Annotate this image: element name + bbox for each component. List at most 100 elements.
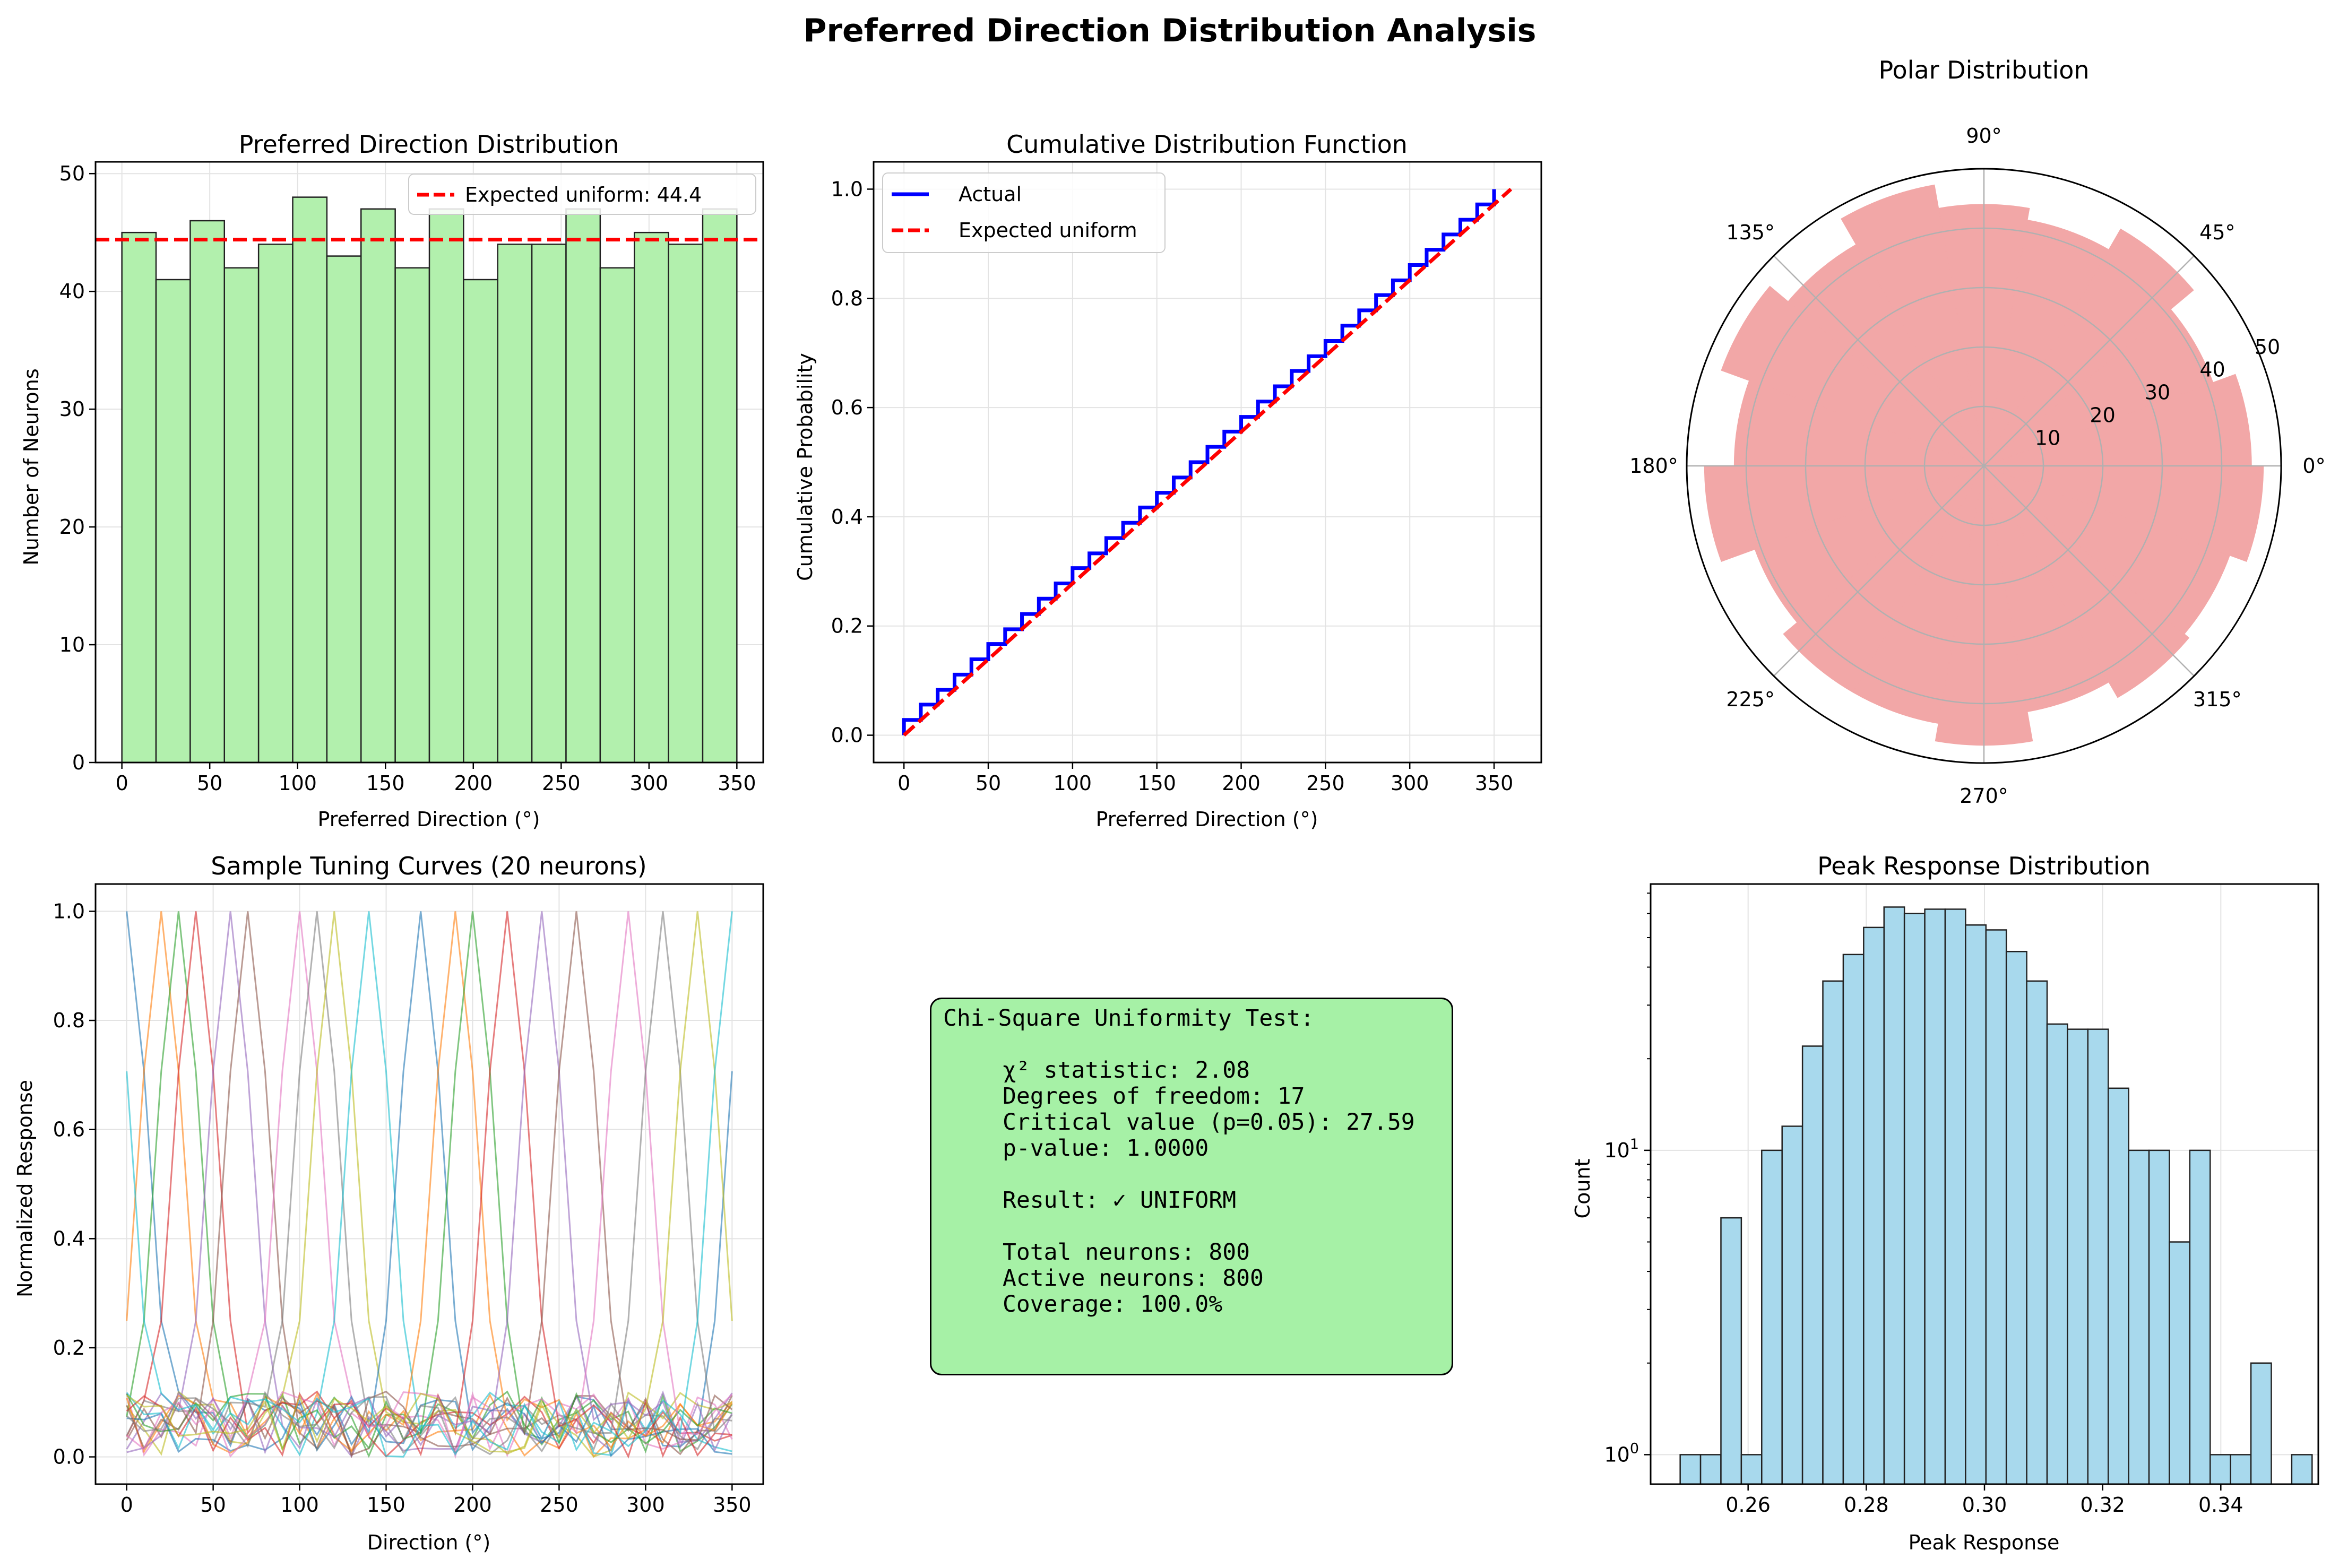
polar-angle-label: 225° (1726, 688, 1775, 711)
histogram-bar (702, 208, 738, 764)
polar-angle-label: 270° (1960, 784, 2008, 808)
polar-r-label: 50 (2255, 335, 2280, 359)
polar-bar (1733, 380, 1984, 466)
tuning-curve (126, 911, 732, 1457)
polar-angle-label: 45° (2199, 221, 2235, 244)
polar-bar (1983, 308, 2214, 466)
cdf-ytick-label: 1.0 (831, 177, 863, 201)
histogram-xtick-label: 100 (278, 772, 317, 795)
peak-bar (1883, 906, 1905, 1485)
peak-bar (2026, 980, 2048, 1485)
peak-xtick-label: 0.26 (1725, 1493, 1771, 1517)
peak-bar (2250, 1362, 2272, 1485)
histogram-legend: Expected uniform: 44.4 (408, 174, 756, 215)
histogram-axes (94, 161, 764, 764)
tuning-title: Sample Tuning Curves (20 neurons) (211, 852, 646, 880)
polar-spoke (1773, 255, 1984, 466)
peak-xlabel: Peak Response (1909, 1531, 2060, 1554)
polar-bar (1754, 465, 1984, 623)
peak-bar (2169, 1241, 2191, 1485)
peak-bar (2107, 1087, 2129, 1485)
cdf-legend: Actual Expected uniform (882, 172, 1166, 253)
peak-title: Peak Response Distribution (1817, 852, 2151, 880)
histogram-ytick-label: 50 (59, 162, 85, 185)
peak-bar (1924, 908, 1946, 1485)
histogram-bar (292, 196, 328, 764)
polar-bar (1841, 184, 1984, 466)
cdf-axes (873, 161, 1542, 764)
histogram-xtick-label: 250 (542, 772, 581, 795)
peak-bar (2230, 1454, 2252, 1485)
histogram-ytick-label: 40 (59, 280, 85, 303)
tuning-ylabel: Normalized Response (13, 1080, 37, 1297)
histogram-bar (257, 244, 294, 764)
cdf-xtick-label: 350 (1475, 772, 1514, 795)
cdf-actual-line (902, 189, 1496, 735)
legend-label: Expected uniform: 44.4 (465, 183, 702, 206)
peak-ytick-label: 101 (1604, 1136, 1639, 1162)
polar-angle-label: 135° (1726, 221, 1775, 244)
histogram-xtick-label: 350 (718, 772, 756, 795)
peak-xtick-label: 0.34 (2198, 1493, 2243, 1517)
stats-critical: Critical value (p=0.05): 27.59 (1003, 1109, 1415, 1136)
polar-bar (1983, 465, 2110, 713)
polar-bar (1704, 465, 1984, 562)
polar-panel: Polar Distribution 10 20 30 40 50 0° 45° 90° 135… (1629, 56, 2325, 808)
tuning-xtick-label: 150 (367, 1493, 405, 1517)
cdf-xtick-label: 150 (1137, 772, 1176, 795)
cdf-xtick-label: 0 (897, 772, 910, 795)
histogram-xlabel: Preferred Direction (°) (318, 808, 540, 831)
tuning-curve (126, 911, 732, 1451)
stats-pvalue: p-value: 1.0000 (1003, 1135, 1209, 1162)
peak-bar (2128, 1149, 2150, 1485)
tuning-curve (126, 911, 733, 1455)
legend-box (408, 174, 756, 215)
polar-bar (1983, 465, 2231, 635)
stats-dof: Degrees of freedom: 17 (1003, 1083, 1305, 1110)
histogram-ytick-label: 0 (72, 751, 85, 774)
polar-bar (1983, 219, 2110, 466)
tuning-curve (126, 911, 733, 1458)
histogram-xtick-label: 150 (366, 772, 405, 795)
peak-bar (1699, 1454, 1722, 1485)
tuning-ytick-label: 0.0 (53, 1445, 85, 1469)
polar-bar (1783, 465, 1984, 693)
tuning-xtick-label: 0 (120, 1493, 133, 1517)
tuning-axes (94, 883, 764, 1485)
histogram-xtick-label: 0 (116, 772, 128, 795)
peak-bar (1740, 1454, 1763, 1485)
polar-bar (1983, 374, 2252, 466)
histogram-bar (633, 231, 669, 764)
peak-bar (1863, 926, 1885, 1485)
histogram-bar (360, 208, 396, 764)
stats-active: Active neurons: 800 (1003, 1265, 1264, 1292)
tuning-xtick-label: 350 (713, 1493, 752, 1517)
histogram-bar (394, 267, 430, 764)
tuning-xtick-label: 200 (453, 1493, 492, 1517)
polar-bar (1788, 244, 1984, 466)
chi-square-stats-box: Chi-Square Uniformity Test: χ² statistic… (930, 998, 1453, 1375)
polar-angle-label: 0° (2302, 454, 2325, 478)
tuning-xtick-label: 100 (280, 1493, 319, 1517)
tuning-ytick-label: 0.2 (53, 1336, 85, 1359)
peak-bar (1985, 929, 2007, 1485)
polar-angle-label: 90° (1966, 124, 2001, 148)
cdf-ylabel: Cumulative Probability (793, 353, 817, 581)
stats-chi2: χ² statistic: 2.08 (1003, 1057, 1250, 1084)
histogram-bar (428, 208, 464, 764)
histogram-bar (599, 267, 635, 764)
peak-bar (1761, 1149, 1783, 1485)
tuning-ytick-label: 1.0 (53, 899, 85, 923)
tuning-ytick-label: 0.4 (53, 1227, 85, 1250)
peak-bar (1720, 1217, 1742, 1485)
polar-bar (1983, 228, 2194, 466)
peak-bar (2189, 1149, 2211, 1485)
peak-ylabel: Count (1571, 1159, 1594, 1219)
histogram-xtick-label: 200 (454, 772, 493, 795)
peak-bar (1679, 1454, 1702, 1485)
histogram-bar (668, 244, 704, 764)
polar-bar (1983, 465, 2264, 562)
tuning-curve (126, 911, 733, 1459)
peak-ytick-label: 100 (1604, 1440, 1639, 1466)
